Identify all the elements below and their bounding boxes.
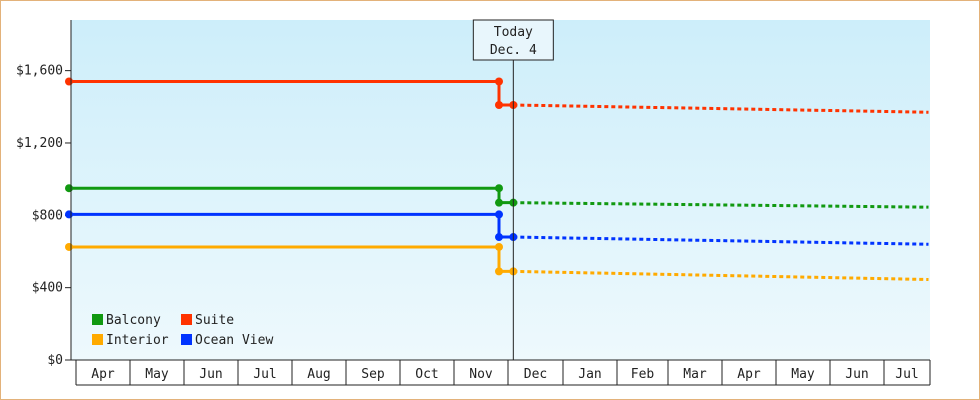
legend-label: Interior xyxy=(106,333,169,348)
today-label: Today xyxy=(494,25,533,40)
y-tick-label: $400 xyxy=(32,281,63,296)
legend-label: Suite xyxy=(195,313,234,328)
x-tick-label: Jun xyxy=(845,367,868,382)
ocean-view-point xyxy=(495,233,503,242)
balcony-projection-line xyxy=(513,201,929,209)
x-tick-label: Apr xyxy=(91,367,115,382)
interior-history-line xyxy=(69,245,514,273)
x-tick-label: Jul xyxy=(253,367,276,382)
x-tick-label: May xyxy=(791,367,815,382)
x-tick-label: Nov xyxy=(469,367,493,382)
balcony-point xyxy=(65,184,73,193)
suite-point xyxy=(495,77,503,86)
x-tick-label: Apr xyxy=(737,367,761,382)
legend-label: Ocean View xyxy=(195,333,273,348)
legend-swatch-ocean-view xyxy=(181,334,192,345)
x-tick-label: Aug xyxy=(307,367,330,382)
legend-label: Balcony xyxy=(106,313,161,328)
ocean-view-point xyxy=(65,210,73,219)
y-tick-label: $1,600 xyxy=(16,64,63,79)
balcony-point xyxy=(495,198,503,207)
ocean-view-point xyxy=(495,210,503,219)
legend-swatch-interior xyxy=(92,334,103,345)
suite-projection-line xyxy=(513,103,929,114)
x-tick-label: Jan xyxy=(578,367,601,382)
today-date-label: Dec. 4 xyxy=(490,43,537,58)
y-tick-label: $1,200 xyxy=(16,136,63,151)
interior-projection-line xyxy=(513,269,929,282)
ocean-view-history-line xyxy=(69,212,514,239)
suite-point xyxy=(65,77,73,86)
today-callout-box xyxy=(472,19,554,61)
x-tick-label: Mar xyxy=(683,367,707,382)
interior-point xyxy=(65,242,73,251)
suite-history-line xyxy=(69,79,514,107)
legend-swatch-balcony xyxy=(92,314,103,325)
x-tick-label: Jul xyxy=(895,367,918,382)
x-tick-label: Feb xyxy=(631,367,655,382)
balcony-point xyxy=(495,184,503,193)
interior-point xyxy=(495,267,503,276)
x-tick-label: Dec xyxy=(524,367,547,382)
interior-point xyxy=(495,242,503,251)
balcony-history-line xyxy=(69,186,514,205)
ocean-view-projection-line xyxy=(513,235,929,246)
x-tick-label: Jun xyxy=(199,367,222,382)
x-tick-label: May xyxy=(145,367,169,382)
y-tick-label: $800 xyxy=(32,208,63,223)
y-tick-label: $0 xyxy=(47,353,63,368)
x-tick-label: Oct xyxy=(415,367,438,382)
suite-point xyxy=(495,101,503,109)
x-tick-label: Sep xyxy=(361,367,385,382)
legend-swatch-suite xyxy=(181,314,192,325)
